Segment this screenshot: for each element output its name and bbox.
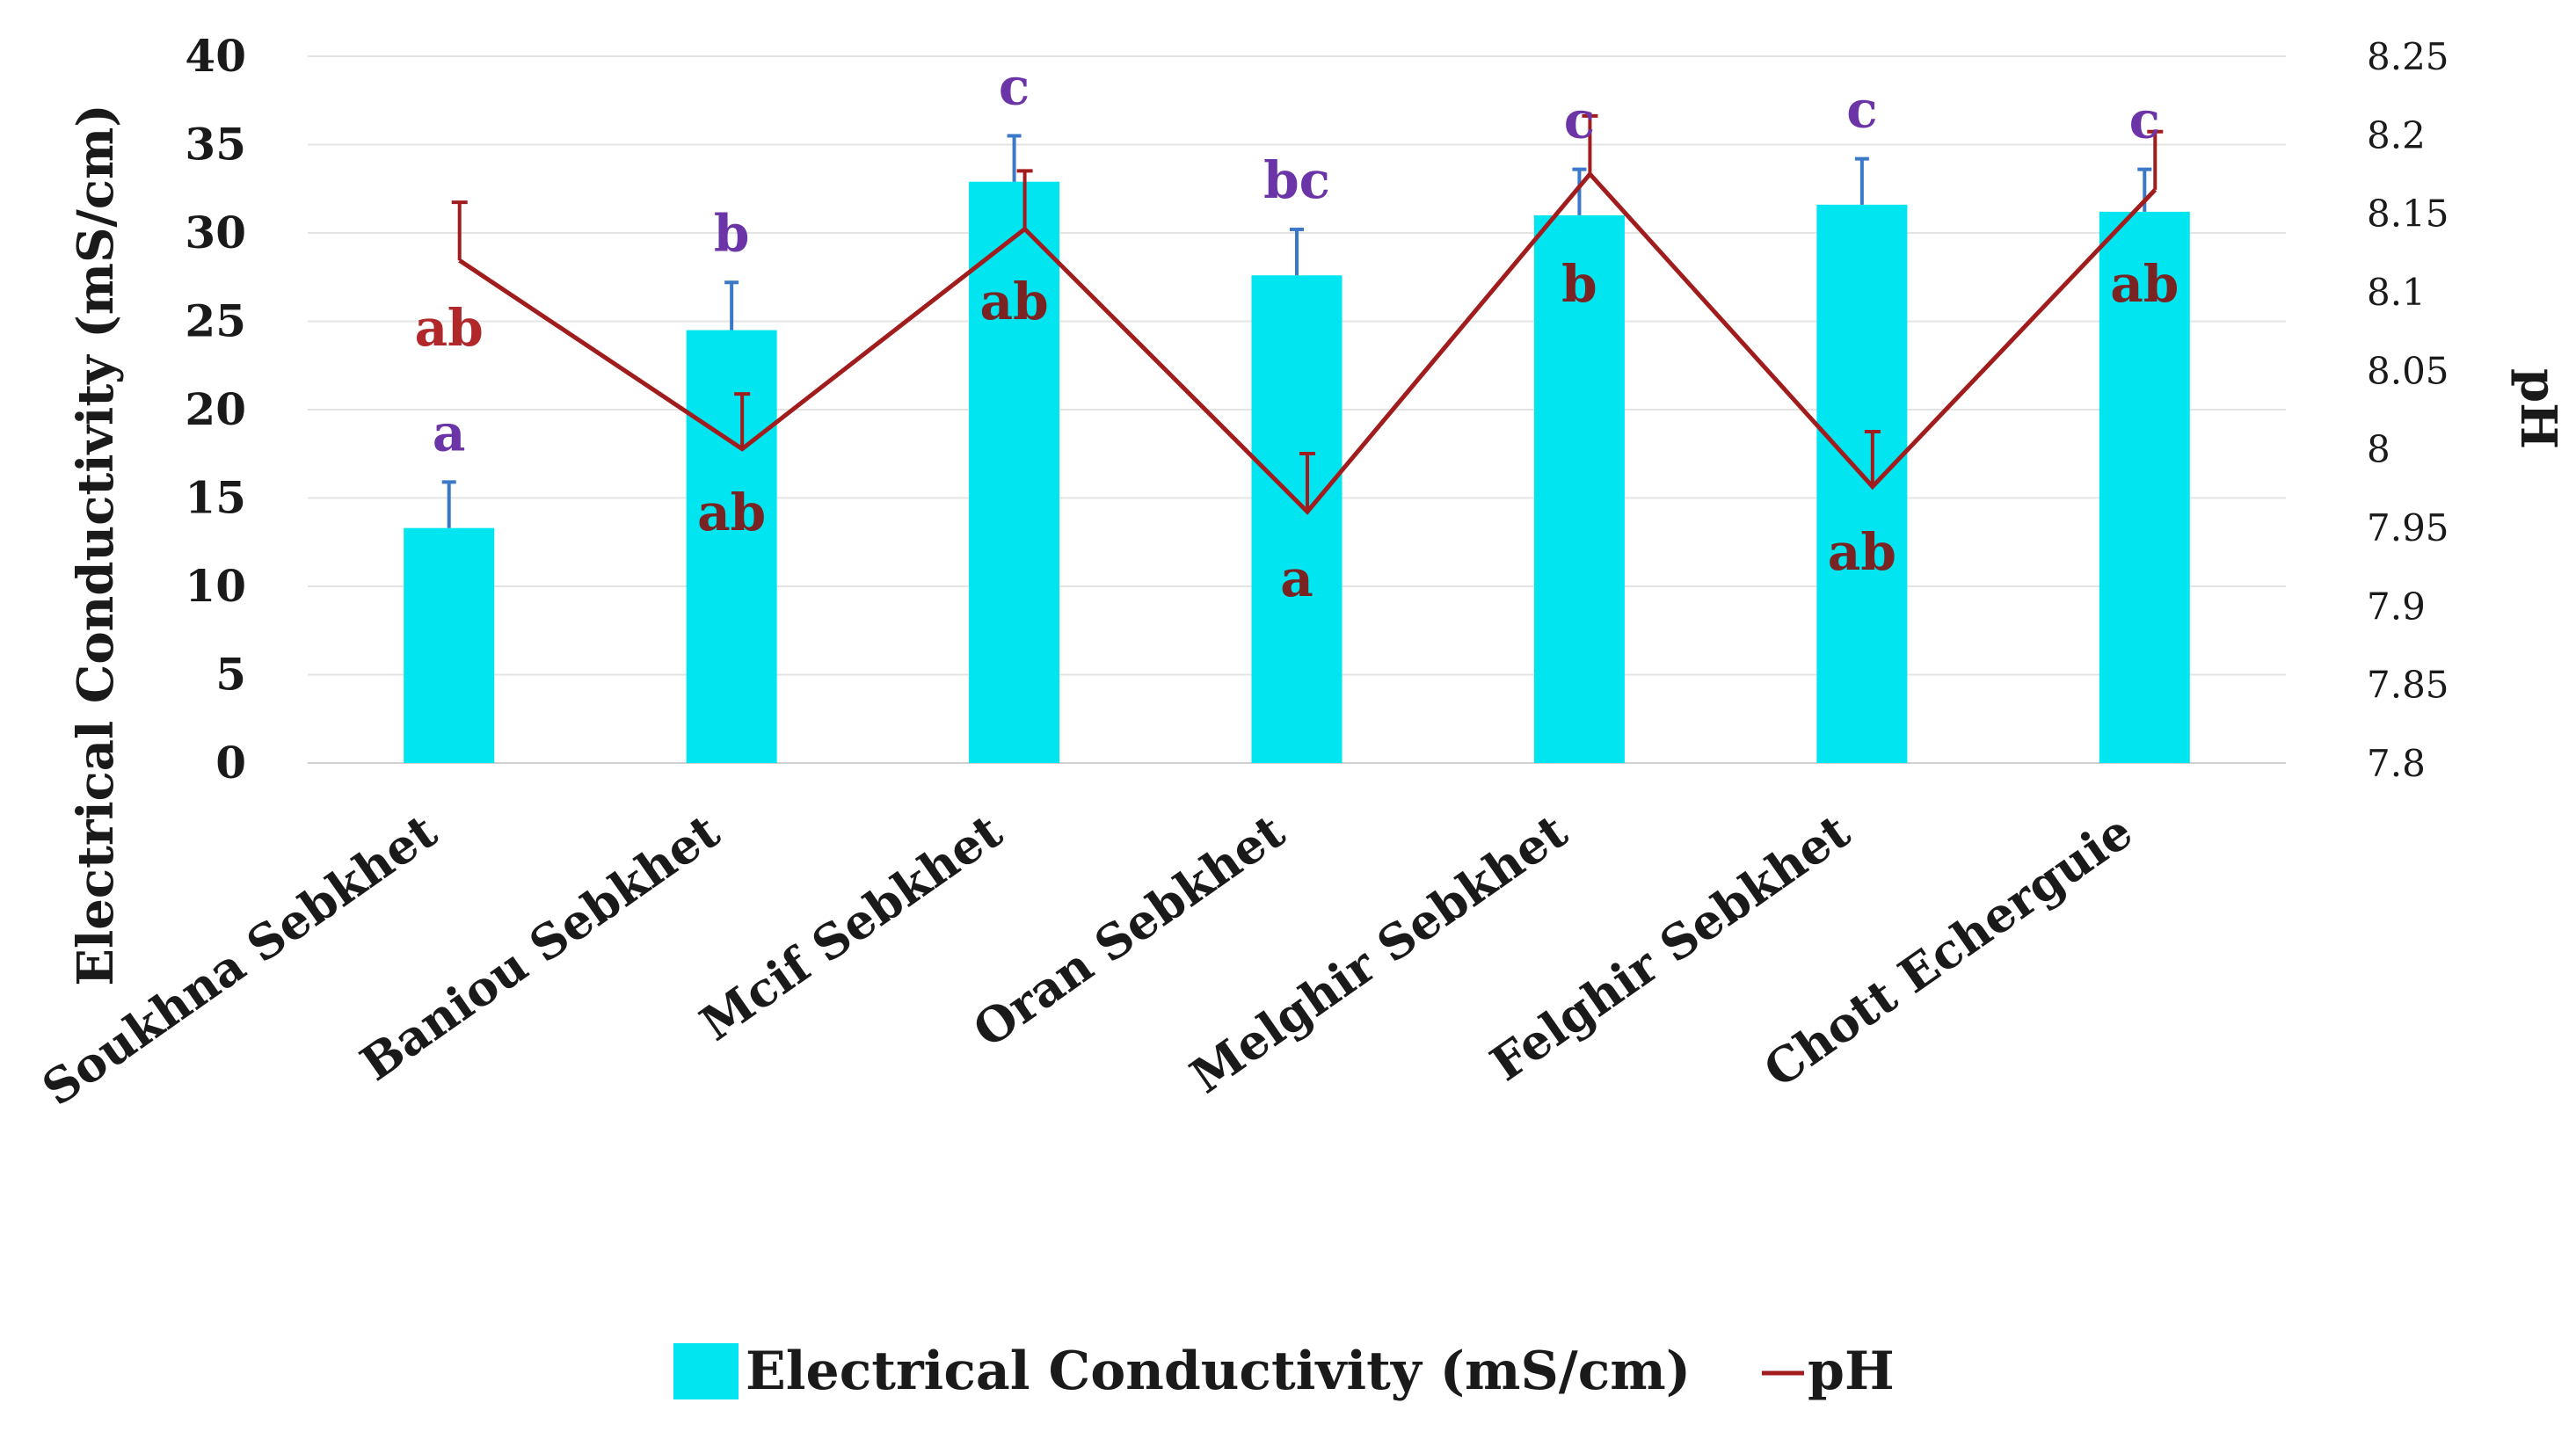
ec-letter: b: [714, 203, 750, 263]
y-tick-label: 40: [185, 30, 246, 82]
y-tick-label: 35: [185, 119, 246, 171]
ec-bar: [969, 181, 1060, 763]
ec-error-bars: [441, 134, 2152, 528]
legend-label-ec: Electrical Conductivity (mS/cm): [746, 1341, 1691, 1402]
y-axis-title: Electrical Conductivity (mS/cm): [67, 104, 125, 985]
y-tick-label: 10: [185, 560, 246, 612]
legend-label-ph: pH: [1808, 1341, 1895, 1402]
ph-letter: ab: [697, 483, 766, 542]
ec-letter: c: [1564, 91, 1595, 150]
y-tick-label: 5: [215, 649, 246, 701]
y-tick-label: 25: [185, 295, 246, 347]
ph-error-bars: [451, 113, 2164, 512]
ec-letter: bc: [1263, 150, 1330, 210]
ec-bar: [686, 330, 777, 763]
y2-tick-label: 8.2: [2367, 113, 2426, 156]
legend-swatch-ec: [673, 1343, 739, 1399]
right-axis-ticks: 7.8 7.85 7.9 7.95 8 8.05 8.1 8.15 8.2 8.25: [2367, 35, 2449, 785]
y2-tick-label: 8: [2367, 428, 2390, 471]
y2-tick-label: 7.85: [2367, 664, 2449, 707]
legend: Electrical Conductivity (mS/cm) pH: [673, 1341, 1895, 1402]
ec-bar: [2099, 211, 2190, 763]
ec-bar: [1251, 275, 1343, 763]
ph-letter: b: [1561, 254, 1597, 314]
ec-letter: a: [433, 403, 466, 462]
ph-letter: ab: [980, 272, 1049, 331]
ph-letter: ab: [1828, 522, 1896, 582]
y-tick-label: 15: [185, 472, 246, 524]
y2-tick-label: 7.8: [2367, 742, 2426, 785]
ec-bar: [404, 527, 495, 763]
ec-letter: c: [2129, 91, 2160, 150]
left-axis-ticks: 0 5 10 15 20 25 30 35 40: [185, 30, 246, 789]
y2-tick-label: 7.95: [2367, 506, 2449, 549]
y2-tick-label: 8.15: [2367, 193, 2449, 236]
ph-letter: ab: [415, 298, 484, 358]
ec-bar: [1533, 214, 1625, 763]
y-tick-label: 20: [185, 383, 246, 435]
y2-axis-title: pH: [2509, 368, 2567, 449]
ec-letter: c: [999, 56, 1030, 116]
y2-tick-label: 8.05: [2367, 349, 2449, 392]
ph-letter: ab: [2110, 254, 2179, 314]
y-tick-label: 0: [215, 737, 246, 789]
ec-letter: c: [1846, 80, 1877, 140]
y2-tick-label: 7.9: [2367, 585, 2426, 628]
ec-bars: [404, 181, 2190, 764]
ph-letter: a: [1280, 549, 1313, 608]
y-tick-label: 30: [185, 207, 246, 258]
y2-tick-label: 8.1: [2367, 271, 2426, 314]
y2-tick-label: 8.25: [2367, 35, 2449, 78]
ec-bar: [1816, 204, 1908, 764]
